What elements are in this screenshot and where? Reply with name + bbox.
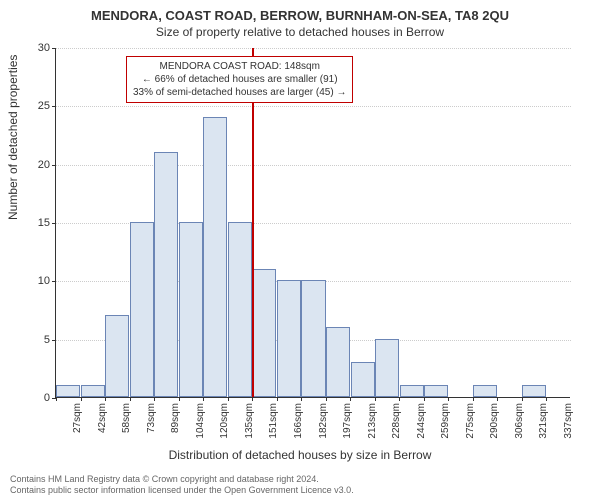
histogram-bar [130, 222, 154, 397]
xtick-label: 89sqm [170, 403, 181, 433]
xtick-label: 275sqm [465, 403, 476, 439]
ytick-label: 20 [38, 159, 50, 171]
xtick-label: 58sqm [121, 403, 132, 433]
annotation-line2: ← 66% of detached houses are smaller (91… [133, 73, 346, 86]
chart-title-main: MENDORA, COAST ROAD, BERROW, BURNHAM-ON-… [0, 0, 600, 23]
xtick-mark [228, 397, 229, 401]
xtick-mark [105, 397, 106, 401]
xtick-mark [81, 397, 82, 401]
chart-container: MENDORA, COAST ROAD, BERROW, BURNHAM-ON-… [0, 0, 600, 500]
xtick-mark [473, 397, 474, 401]
histogram-bar [154, 152, 178, 397]
gridline [56, 165, 571, 166]
xtick-label: 166sqm [293, 403, 304, 439]
xtick-mark [130, 397, 131, 401]
xtick-label: 228sqm [391, 403, 402, 439]
xtick-mark [154, 397, 155, 401]
annotation-box: MENDORA COAST ROAD: 148sqm← 66% of detac… [126, 56, 353, 103]
xtick-label: 197sqm [342, 403, 353, 439]
chart-title-sub: Size of property relative to detached ho… [0, 23, 600, 39]
xtick-mark [326, 397, 327, 401]
footer-line2: Contains public sector information licen… [10, 485, 354, 496]
histogram-bar [277, 280, 301, 397]
xtick-label: 259sqm [440, 403, 451, 439]
ytick-mark [52, 48, 56, 49]
xtick-label: 321sqm [538, 403, 549, 439]
xtick-label: 104sqm [195, 403, 206, 439]
xtick-label: 290sqm [489, 403, 500, 439]
xtick-label: 120sqm [219, 403, 230, 439]
xtick-mark [546, 397, 547, 401]
chart-area: 05101520253027sqm42sqm58sqm73sqm89sqm104… [55, 48, 570, 398]
xtick-label: 27sqm [72, 403, 83, 433]
gridline [56, 106, 571, 107]
ytick-label: 25 [38, 100, 50, 112]
xtick-label: 306sqm [514, 403, 525, 439]
xtick-mark [301, 397, 302, 401]
histogram-bar [105, 315, 129, 397]
xtick-mark [497, 397, 498, 401]
xtick-label: 42sqm [97, 403, 108, 433]
xtick-mark [375, 397, 376, 401]
histogram-bar [351, 362, 375, 397]
ytick-mark [52, 165, 56, 166]
y-axis-label: Number of detached properties [6, 55, 20, 220]
xtick-mark [277, 397, 278, 401]
histogram-bar [375, 339, 399, 397]
xtick-mark [179, 397, 180, 401]
histogram-bar [203, 117, 227, 397]
histogram-bar [179, 222, 203, 397]
histogram-bar [301, 280, 325, 397]
ytick-label: 15 [38, 217, 50, 229]
xtick-label: 337sqm [563, 403, 574, 439]
xtick-mark [350, 397, 351, 401]
xtick-mark [56, 397, 57, 401]
histogram-bar [228, 222, 252, 397]
xtick-mark [448, 397, 449, 401]
ytick-label: 30 [38, 42, 50, 54]
xtick-label: 244sqm [416, 403, 427, 439]
footer-line1: Contains HM Land Registry data © Crown c… [10, 474, 354, 485]
histogram-bar [522, 385, 546, 397]
histogram-bar [400, 385, 424, 397]
ytick-mark [52, 223, 56, 224]
histogram-bar [252, 269, 276, 397]
ytick-mark [52, 340, 56, 341]
xtick-mark [252, 397, 253, 401]
histogram-bar [473, 385, 497, 397]
xtick-label: 151sqm [268, 403, 279, 439]
plot-region: 05101520253027sqm42sqm58sqm73sqm89sqm104… [55, 48, 570, 398]
histogram-bar [56, 385, 80, 397]
ytick-label: 0 [44, 392, 50, 404]
xtick-label: 213sqm [367, 403, 378, 439]
xtick-mark [522, 397, 523, 401]
histogram-bar [424, 385, 448, 397]
histogram-bar [81, 385, 105, 397]
xtick-mark [399, 397, 400, 401]
footer-attribution: Contains HM Land Registry data © Crown c… [10, 474, 354, 496]
xtick-mark [203, 397, 204, 401]
annotation-line1: MENDORA COAST ROAD: 148sqm [133, 60, 346, 73]
xtick-label: 135sqm [244, 403, 255, 439]
ytick-mark [52, 281, 56, 282]
xtick-label: 182sqm [318, 403, 329, 439]
annotation-line3: 33% of semi-detached houses are larger (… [133, 86, 346, 99]
xtick-mark [424, 397, 425, 401]
x-axis-label: Distribution of detached houses by size … [0, 448, 600, 462]
histogram-bar [326, 327, 350, 397]
ytick-label: 10 [38, 275, 50, 287]
gridline [56, 48, 571, 49]
ytick-mark [52, 106, 56, 107]
xtick-label: 73sqm [146, 403, 157, 433]
ytick-label: 5 [44, 334, 50, 346]
